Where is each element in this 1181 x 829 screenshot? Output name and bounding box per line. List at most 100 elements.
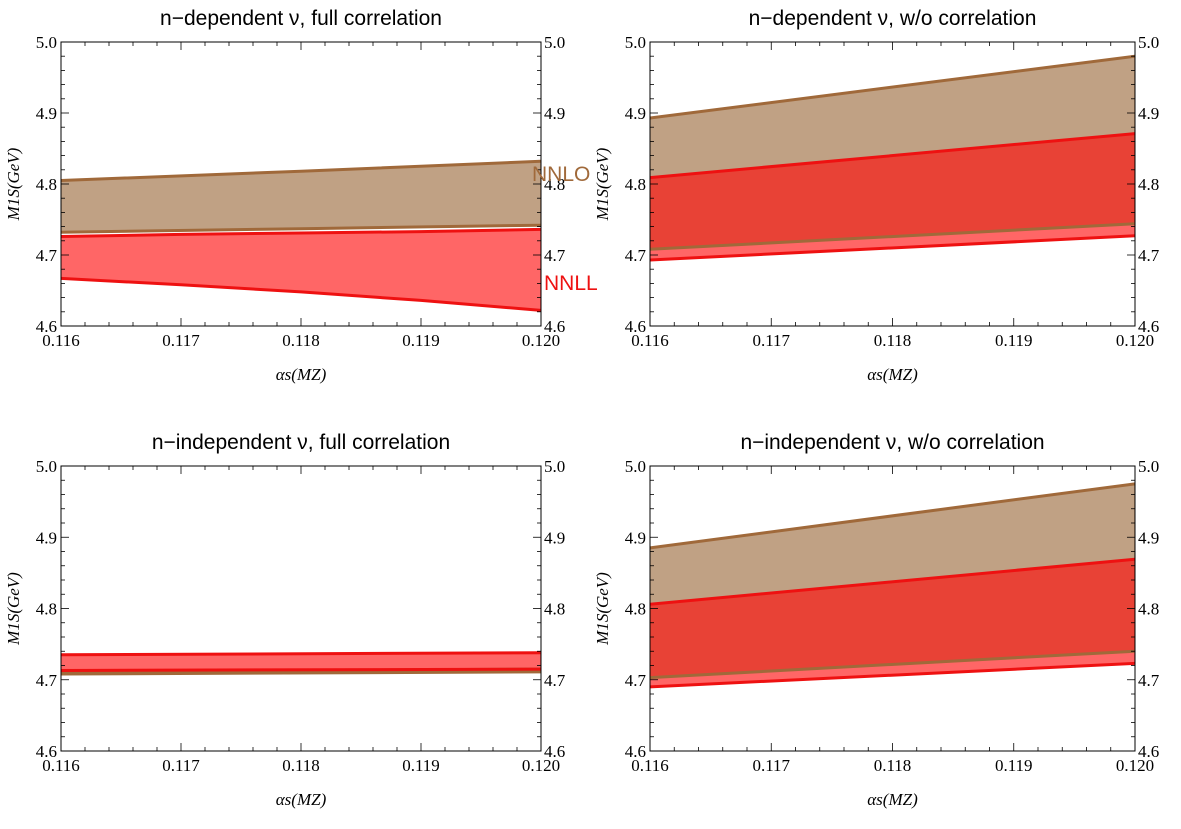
- x-tick-label: 0.120: [1116, 756, 1154, 775]
- x-tick-label: 0.120: [522, 331, 560, 350]
- x-tick-label: 0.116: [631, 756, 669, 775]
- series-nnll-upper: [650, 557, 1135, 606]
- y-tick-label-right: 5.0: [544, 33, 565, 52]
- band-nnlo: [61, 161, 541, 233]
- ticks: [60, 41, 542, 327]
- y-tick-label: 4.6: [36, 742, 57, 761]
- y-tick-label: 4.7: [36, 671, 58, 690]
- y-tick-label: 4.9: [36, 528, 57, 547]
- y-tick-label-right: 4.6: [544, 742, 565, 761]
- x-tick-label: 0.117: [162, 756, 200, 775]
- x-tick-label: 0.118: [874, 331, 912, 350]
- y-tick-label: 4.6: [36, 317, 57, 336]
- bands: [61, 159, 541, 312]
- x-tick-label: 0.116: [631, 331, 669, 350]
- chart-title: n−independent ν, w/o correlation: [740, 431, 1044, 454]
- y-tick-label: 4.9: [36, 104, 57, 123]
- y-tick-label: 4.8: [36, 175, 57, 194]
- series-nnlo-upper: [650, 482, 1135, 550]
- bands: [650, 482, 1135, 689]
- y-tick-label: 4.8: [36, 600, 57, 619]
- y-tick-label: 4.7: [625, 246, 647, 265]
- band-overlap: [650, 133, 1135, 250]
- series-nnll-lower: [61, 667, 541, 672]
- y-axis-label: M1S(GeV): [4, 572, 23, 646]
- y-tick-label-right: 4.9: [1138, 104, 1159, 123]
- series-nnll-upper: [650, 132, 1135, 180]
- x-tick-label: 0.117: [162, 331, 200, 350]
- x-axis-label: αs(MZ): [276, 365, 327, 384]
- y-tick-label: 5.0: [625, 457, 646, 476]
- y-tick-label-right: 5.0: [1138, 457, 1159, 476]
- chart-title: n−dependent ν, full correlation: [160, 7, 442, 30]
- y-axis-label: M1S(GeV): [593, 572, 612, 646]
- series-nnlo-lower: [61, 670, 541, 676]
- y-axis-label: M1S(GeV): [593, 147, 612, 221]
- series-nnlo-lower: [650, 222, 1135, 251]
- y-tick-label-right: 4.6: [1138, 742, 1159, 761]
- y-tick-label-right: 4.8: [1138, 600, 1159, 619]
- x-tick-label: 0.116: [42, 331, 80, 350]
- x-tick-label: 0.118: [282, 756, 320, 775]
- y-tick-label-right: 4.9: [1138, 528, 1159, 547]
- chart-panel-3: n−independent ν, full correlation 0.116 0.…: [4, 431, 566, 809]
- y-tick-label: 4.7: [625, 671, 647, 690]
- y-tick-label-right: 4.7: [544, 671, 566, 690]
- y-tick-label-right: 4.9: [544, 104, 565, 123]
- x-tick-label: 0.120: [1116, 331, 1154, 350]
- x-axis-label: αs(MZ): [276, 790, 327, 809]
- x-tick-label: 0.117: [752, 331, 790, 350]
- y-tick-label: 4.7: [36, 246, 58, 265]
- y-tick-label-right: 4.7: [544, 246, 566, 265]
- chart-title: n−dependent ν, w/o correlation: [749, 7, 1037, 30]
- y-tick-label-right: 4.7: [1138, 246, 1160, 265]
- series-nnlo-lower: [61, 223, 541, 234]
- x-tick-label: 0.120: [522, 756, 560, 775]
- series-nnlo-upper: [61, 159, 541, 182]
- y-tick-label: 4.6: [625, 317, 646, 336]
- chart-panel-2: n−dependent ν, w/o correlation 0.116 0.117…: [593, 7, 1160, 384]
- chart-panel-4: n−independent ν, w/o correlation 0.116 0.1…: [593, 431, 1160, 809]
- y-tick-label: 4.8: [625, 175, 646, 194]
- x-tick-label: 0.119: [995, 756, 1033, 775]
- x-tick-label: 0.118: [874, 756, 912, 775]
- band-nnll: [61, 229, 541, 311]
- y-tick-label-right: 4.8: [544, 175, 565, 194]
- y-tick-label-right: 4.6: [1138, 317, 1159, 336]
- x-tick-label: 0.117: [752, 756, 790, 775]
- y-tick-label-right: 4.9: [544, 528, 565, 547]
- x-tick-label: 0.119: [402, 331, 440, 350]
- ticks: [649, 41, 1136, 327]
- series-nnll-upper: [61, 651, 541, 657]
- series-nnlo-upper: [650, 54, 1135, 120]
- y-axis-label: M1S(GeV): [4, 147, 23, 221]
- y-tick-label-right: 4.6: [544, 317, 565, 336]
- x-tick-label: 0.118: [282, 331, 320, 350]
- y-tick-label: 4.9: [625, 528, 646, 547]
- series-nnll-lower: [61, 276, 541, 312]
- series-nnll-lower: [650, 661, 1135, 689]
- x-tick-label: 0.119: [995, 331, 1033, 350]
- x-tick-label: 0.119: [402, 756, 440, 775]
- series-nnll-upper: [61, 227, 541, 238]
- y-tick-label-right: 5.0: [1138, 33, 1159, 52]
- band-nnll: [61, 652, 541, 671]
- y-tick-label: 5.0: [36, 457, 57, 476]
- ticks: [649, 465, 1136, 752]
- ticks: [60, 465, 542, 752]
- x-tick-label: 0.116: [42, 756, 80, 775]
- x-axis-label: αs(MZ): [867, 790, 918, 809]
- y-tick-label: 4.6: [625, 742, 646, 761]
- annotation-nnlo: NNLO: [532, 163, 590, 186]
- y-tick-label: 5.0: [36, 33, 57, 52]
- y-tick-label: 4.9: [625, 104, 646, 123]
- chart-panel-1: n−dependent ν, full correlation 0.116 0.11…: [4, 7, 598, 384]
- annotation-nnll: NNLL: [544, 272, 598, 295]
- y-tick-label-right: 4.8: [1138, 175, 1159, 194]
- band-overlap: [650, 559, 1135, 678]
- y-tick-label-right: 4.8: [544, 600, 565, 619]
- chart-title: n−independent ν, full correlation: [152, 431, 450, 454]
- y-tick-label-right: 5.0: [544, 457, 565, 476]
- series-nnlo-lower: [650, 649, 1135, 680]
